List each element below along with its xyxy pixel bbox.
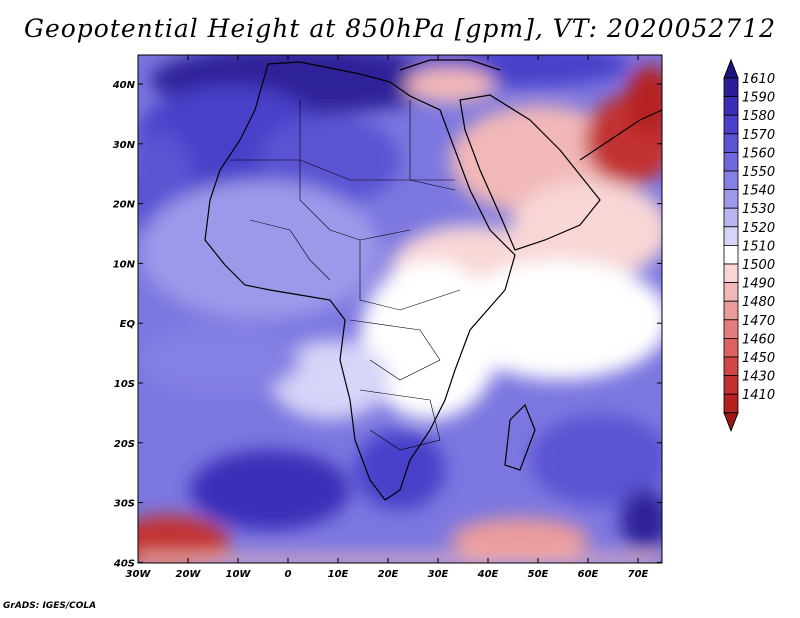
colorbar-label-1450: 1450 bbox=[742, 351, 775, 366]
colorbar-top-arrow bbox=[723, 58, 739, 79]
lat-label-10n: 10N bbox=[113, 259, 136, 270]
colorbar-swatch-1450 bbox=[723, 356, 739, 377]
lon-label-20e: 20E bbox=[378, 569, 399, 580]
colorbar-swatch-1430 bbox=[723, 375, 739, 395]
colorbar-swatch-1460 bbox=[723, 337, 739, 358]
lon-label-70e: 70E bbox=[628, 569, 649, 580]
colorbar-swatch-1590 bbox=[723, 96, 739, 116]
lon-label-10w: 10W bbox=[226, 569, 252, 580]
colorbar-label-1410: 1410 bbox=[742, 388, 775, 403]
colorbar-label-1470: 1470 bbox=[742, 314, 775, 329]
colorbar: 1610 1590 1580 1570 1560 1550 1540 1530 1520 1510… bbox=[723, 58, 775, 433]
lon-label-60e: 60E bbox=[578, 569, 599, 580]
axis-ticks bbox=[137, 55, 662, 563]
colorbar-label-1610: 1610 bbox=[742, 72, 775, 87]
plot-frame bbox=[137, 54, 663, 564]
lon-label-50e: 50E bbox=[528, 569, 549, 580]
colorbar-swatch-1490 bbox=[723, 282, 739, 302]
lon-label-10e: 10E bbox=[328, 569, 349, 580]
lat-label-30n: 30N bbox=[113, 140, 136, 151]
lat-label-20n: 20N bbox=[113, 200, 136, 211]
colorbar-label-1430: 1430 bbox=[742, 370, 775, 385]
lon-label-20w: 20W bbox=[176, 569, 202, 580]
colorbar-swatch-1530 bbox=[723, 207, 739, 228]
colorbar-swatch-1570 bbox=[723, 133, 739, 153]
colorbar-swatch-1610 bbox=[723, 77, 739, 98]
grads-credit: GrADS: IGES/COLA bbox=[3, 601, 97, 611]
colorbar-label-1570: 1570 bbox=[742, 128, 775, 143]
colorbar-label-1540: 1540 bbox=[742, 184, 775, 199]
colorbar-label-1530: 1530 bbox=[742, 202, 775, 217]
latitude-labels: 40N 30N 20N 10N EQ 10S 20S 30S 40S bbox=[112, 80, 136, 569]
borders bbox=[230, 100, 461, 451]
lat-label-10s: 10S bbox=[114, 379, 135, 390]
colorbar-label-1460: 1460 bbox=[742, 332, 775, 347]
colorbar-label-1480: 1480 bbox=[742, 295, 775, 310]
colorbar-swatch-1580 bbox=[723, 114, 739, 135]
colorbar-swatch-1480 bbox=[723, 300, 739, 321]
colorbar-label-1520: 1520 bbox=[742, 221, 775, 236]
colorbar-swatch-1520 bbox=[723, 226, 739, 246]
colorbar-swatch-1560 bbox=[723, 151, 739, 172]
lon-label-30w: 30W bbox=[126, 569, 152, 580]
lon-label-0: 0 bbox=[285, 569, 292, 580]
colorbar-swatch-1510 bbox=[723, 244, 739, 265]
lat-label-20s: 20S bbox=[114, 439, 135, 450]
colorbar-label-1510: 1510 bbox=[742, 239, 775, 254]
chart-title: Geopotential Height at 850hPa [gpm], VT:… bbox=[23, 14, 777, 43]
colorbar-label-1490: 1490 bbox=[742, 277, 775, 292]
colorbar-label-1550: 1550 bbox=[742, 165, 775, 180]
colorbar-label-1500: 1500 bbox=[742, 258, 775, 273]
colorbar-swatch-1410 bbox=[723, 393, 739, 414]
lat-label-40n: 40N bbox=[112, 80, 136, 91]
lat-label-eq: EQ bbox=[120, 319, 136, 330]
longitude-labels: 30W 20W 10W 0 10E 20E 30E 40E 50E 60E 70E bbox=[126, 569, 649, 580]
coastlines bbox=[204, 59, 662, 501]
colorbar-swatch-1540 bbox=[723, 189, 739, 209]
lat-label-30s: 30S bbox=[114, 499, 135, 510]
colorbar-swatch-1550 bbox=[723, 170, 739, 191]
lat-label-40s: 40S bbox=[113, 558, 135, 569]
colorbar-label-1580: 1580 bbox=[742, 109, 775, 124]
lon-label-40e: 40E bbox=[477, 569, 499, 580]
colorbar-label-1590: 1590 bbox=[742, 91, 775, 106]
height-field bbox=[138, 55, 662, 563]
lon-label-30e: 30E bbox=[428, 569, 449, 580]
colorbar-bottom-arrow bbox=[723, 412, 739, 433]
colorbar-swatch-1470 bbox=[723, 319, 739, 339]
colorbar-swatch-1500 bbox=[723, 263, 739, 284]
colorbar-label-1560: 1560 bbox=[742, 146, 775, 161]
